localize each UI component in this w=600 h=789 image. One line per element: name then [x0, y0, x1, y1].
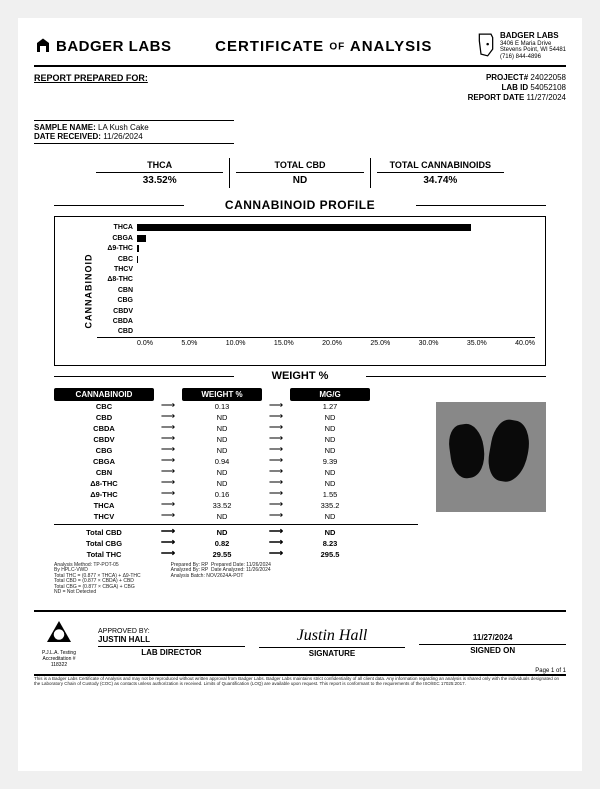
wisconsin-icon: [476, 32, 496, 58]
table-row: THCV⟶ND⟶ND: [54, 511, 418, 522]
footer: P.J.L.A. Testing Accreditation # 118322 …: [34, 610, 566, 676]
signature-block: Justin Hall SIGNATURE: [259, 627, 406, 658]
bar-row: Δ8-THC: [97, 275, 535, 285]
bar-row: THCV: [97, 264, 535, 274]
bar-row: CBDV: [97, 306, 535, 316]
prepared-for-label: REPORT PREPARED FOR:: [34, 73, 148, 104]
meta-block: REPORT PREPARED FOR: PROJECT# 24022058 L…: [34, 73, 566, 104]
table-row: CBN⟶ND⟶ND: [54, 467, 418, 478]
badger-icon: [34, 37, 52, 55]
cannabinoid-chart: CANNABINOID THCACBGAΔ9-THCCBCTHCVΔ8-THCC…: [54, 216, 546, 366]
sample-block: SAMPLE NAME: LA Kush Cake DATE RECEIVED:…: [34, 120, 234, 144]
table-row: CBGA⟶0.94⟶9.39: [54, 456, 418, 467]
certificate-sheet: BADGER LABS CERTIFICATE OF ANALYSIS BADG…: [18, 18, 582, 771]
bar-row: CBG: [97, 295, 535, 305]
summary-thca: THCA33.52%: [90, 158, 229, 188]
bar-row: Δ9-THC: [97, 244, 535, 254]
bar-row: CBD: [97, 327, 535, 337]
cannabinoid-table: CANNABINOID WEIGHT % MG/G CBC⟶0.13⟶1.27C…: [54, 388, 418, 560]
bar-row: CBDA: [97, 316, 535, 326]
chart-title: CANNABINOID PROFILE: [34, 198, 566, 212]
pjla-icon: [44, 618, 74, 648]
bar-row: THCA: [97, 223, 535, 233]
table-row: CBC⟶0.13⟶1.27: [54, 401, 418, 412]
table-row: Total CBG⟶0.82⟶8.23: [54, 538, 418, 549]
summary-cbd: TOTAL CBDND: [229, 158, 369, 188]
table-row: Total THC⟶29.55⟶295.5: [54, 549, 418, 560]
disclaimer: This is a Badger Labs Certificate of Ana…: [34, 677, 566, 687]
table-row: Δ8-THC⟶ND⟶ND: [54, 478, 418, 489]
bar-row: CBGA: [97, 233, 535, 243]
table-row: CBD⟶ND⟶ND: [54, 412, 418, 423]
approved-by: APPROVED BY: JUSTIN HALL LAB DIRECTOR: [98, 628, 245, 657]
chart-xlabel: WEIGHT %: [34, 370, 566, 382]
page-number: Page 1 of 1: [34, 668, 566, 674]
brand-logo-left: BADGER LABS: [34, 37, 172, 55]
table-row: CBG⟶ND⟶ND: [54, 445, 418, 456]
bar-row: CBC: [97, 254, 535, 264]
header: BADGER LABS CERTIFICATE OF ANALYSIS BADG…: [34, 32, 566, 67]
summary-total: TOTAL CANNABINOIDS34.74%: [370, 158, 510, 188]
data-area: CANNABINOID WEIGHT % MG/G CBC⟶0.13⟶1.27C…: [54, 388, 546, 560]
brand-logo-right: BADGER LABS 3406 E Maria Drive Stevens P…: [476, 32, 566, 61]
bar-row: CBN: [97, 285, 535, 295]
method-notes: Analysis Method: TP-POT-05 By HPLC-VWD T…: [54, 563, 546, 596]
table-row: THCA⟶33.52⟶335.2: [54, 500, 418, 511]
accreditation-logo: P.J.L.A. Testing Accreditation # 118322: [34, 618, 84, 668]
summary-row: THCA33.52% TOTAL CBDND TOTAL CANNABINOID…: [90, 158, 510, 188]
signed-on: 11/27/2024 SIGNED ON: [419, 631, 566, 655]
sample-photo: [436, 402, 546, 512]
brand-text: BADGER LABS: [56, 38, 172, 55]
table-row: CBDA⟶ND⟶ND: [54, 423, 418, 434]
table-row: Total CBD⟶ND⟶ND: [54, 527, 418, 538]
table-row: Δ9-THC⟶0.16⟶1.55: [54, 489, 418, 500]
table-header: CANNABINOID WEIGHT % MG/G: [54, 388, 418, 401]
cert-title: CERTIFICATE OF ANALYSIS: [215, 38, 432, 55]
table-row: CBDV⟶ND⟶ND: [54, 434, 418, 445]
